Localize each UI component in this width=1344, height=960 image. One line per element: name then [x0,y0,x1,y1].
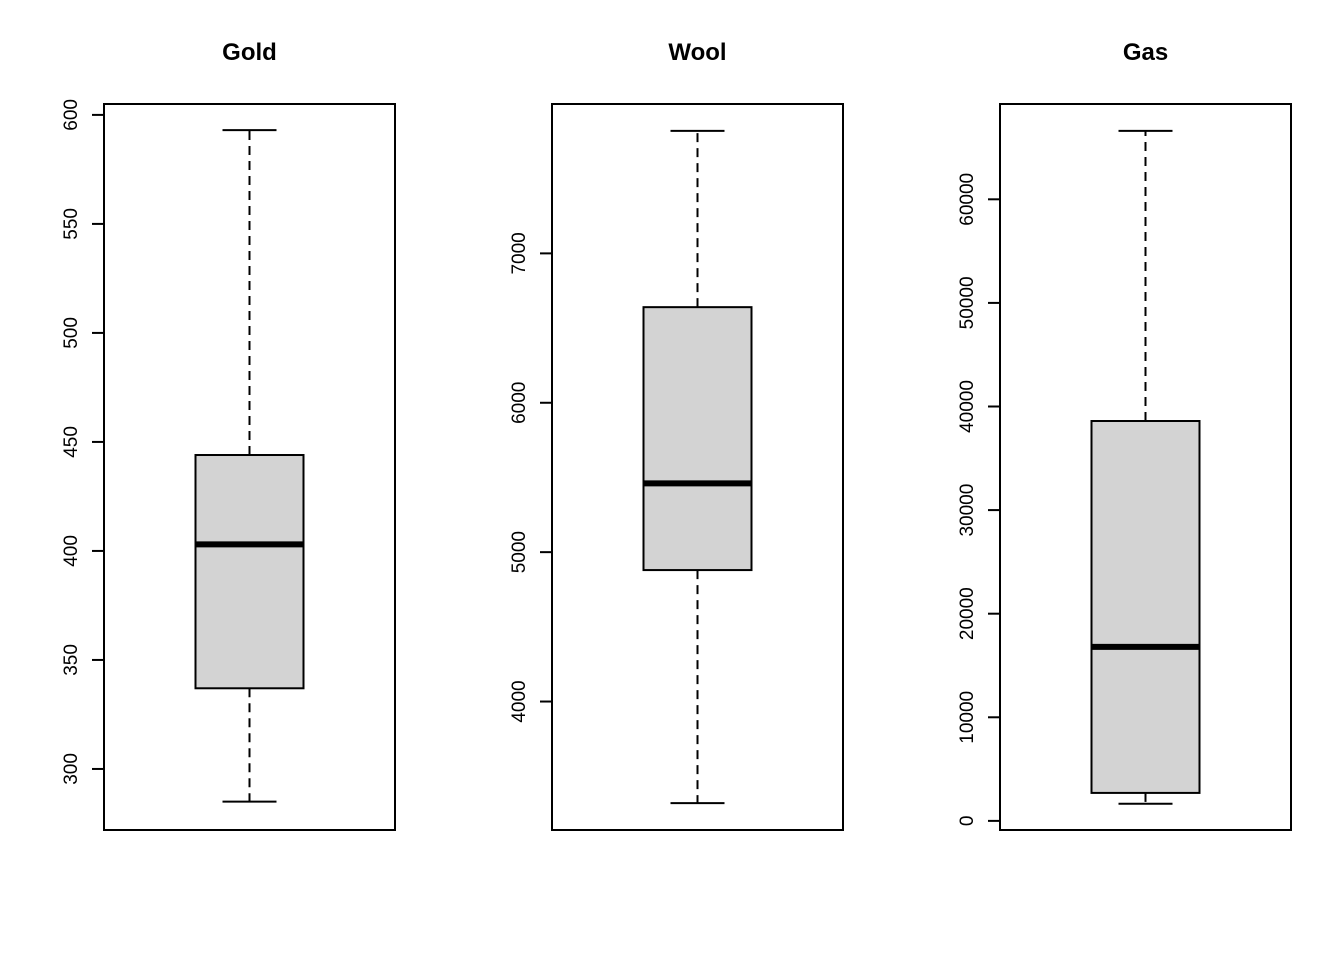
panel-1-ytick-label: 500 [61,317,82,349]
panel-2-box [642,306,753,572]
panel-1-ytick-label: 350 [61,644,82,676]
panel-1-ytick-label: 300 [61,753,82,785]
panel-1-frame [103,103,396,831]
panel-3-ytick-label: 60000 [957,173,978,226]
panel-3-ytick-label: 0 [957,816,978,827]
panel-2-title: Wool [668,39,726,66]
panel-1-title: Gold [222,39,277,66]
panel-1-ytick-label: 600 [61,99,82,131]
panel-3-ytick-label: 10000 [957,691,978,744]
panel-2-frame [551,103,844,831]
panel-1-ytick-label: 400 [61,535,82,567]
panel-3-ytick-label: 30000 [957,484,978,537]
panel-3-title: Gas [1123,39,1168,66]
panel-2-ytick-label: 4000 [509,680,530,722]
panel-3-frame [999,103,1292,831]
panel-3-box [1090,420,1201,794]
panel-3-ytick-label: 40000 [957,380,978,433]
panel-2-ytick-label: 7000 [509,232,530,274]
panel-2-ytick-label: 6000 [509,382,530,424]
panel-1-ytick-label: 450 [61,426,82,458]
panel-3-ytick-label: 50000 [957,276,978,329]
panel-1-box [194,454,305,690]
panel-3-ytick-label: 20000 [957,587,978,640]
panel-2-ytick-label: 5000 [509,531,530,573]
panel-1-ytick-label: 550 [61,208,82,240]
